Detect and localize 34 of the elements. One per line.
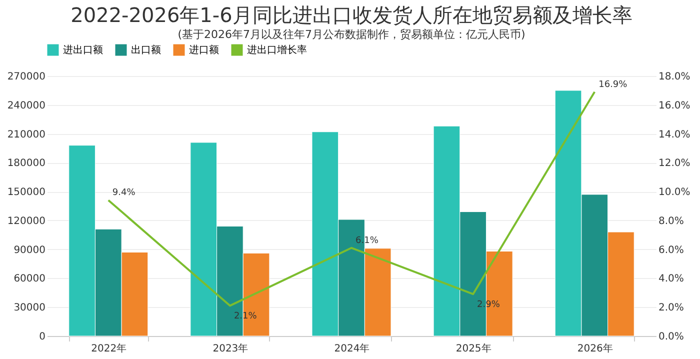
y2-tick-label: 8.0%	[658, 216, 684, 227]
data-label: 16.9%	[598, 80, 628, 90]
y-tick-label: 150000	[7, 187, 46, 198]
y2-tick-label: 18.0%	[658, 72, 690, 82]
y-tick-label: 120000	[7, 216, 46, 227]
line-series	[107, 90, 596, 307]
y-tick-label: 210000	[7, 129, 46, 140]
y2-tick-label: 2.0%	[658, 302, 684, 314]
legend-label: 进出口增长率	[247, 44, 307, 56]
y-tick-label: 30000	[14, 302, 46, 314]
y-tick-label: 270000	[7, 72, 46, 82]
x-tick-label: 2022年	[91, 342, 127, 354]
y-tick-label: 180000	[7, 158, 46, 170]
y-tick-label: 90000	[14, 244, 46, 256]
x-tick-label: 2024年	[334, 342, 370, 354]
y-tick-label: 0	[39, 332, 46, 342]
y2-tick-label: 6.0%	[658, 244, 684, 256]
x-tick-label: 2026年	[577, 342, 613, 354]
y2-tick-label: 4.0%	[658, 274, 684, 285]
chart-subtitle: (基于2026年7月以及往年7月公布数据制作，贸易额单位：亿元人民币)	[178, 28, 526, 41]
y2-tick-label: 0.0%	[658, 332, 684, 342]
legend-label: 进口额	[189, 44, 219, 56]
legend-label: 出口额	[131, 44, 161, 56]
data-label: 9.4%	[112, 188, 136, 198]
y2-tick-label: 12.0%	[658, 158, 690, 170]
x-tick-label: 2023年	[212, 342, 248, 354]
y2-tick-label: 16.0%	[658, 100, 690, 112]
y-tick-label: 240000	[7, 100, 46, 112]
y2-tick-label: 10.0%	[658, 187, 690, 198]
y2-tick-label: 14.0%	[658, 129, 690, 140]
x-tick-label: 2025年	[456, 342, 492, 354]
legend-label: 进出口额	[63, 44, 103, 56]
chart-title: 2022-2026年1-6月同比进出口收发货人所在地贸易额及增长率	[70, 3, 632, 27]
y-tick-label: 60000	[14, 274, 46, 285]
